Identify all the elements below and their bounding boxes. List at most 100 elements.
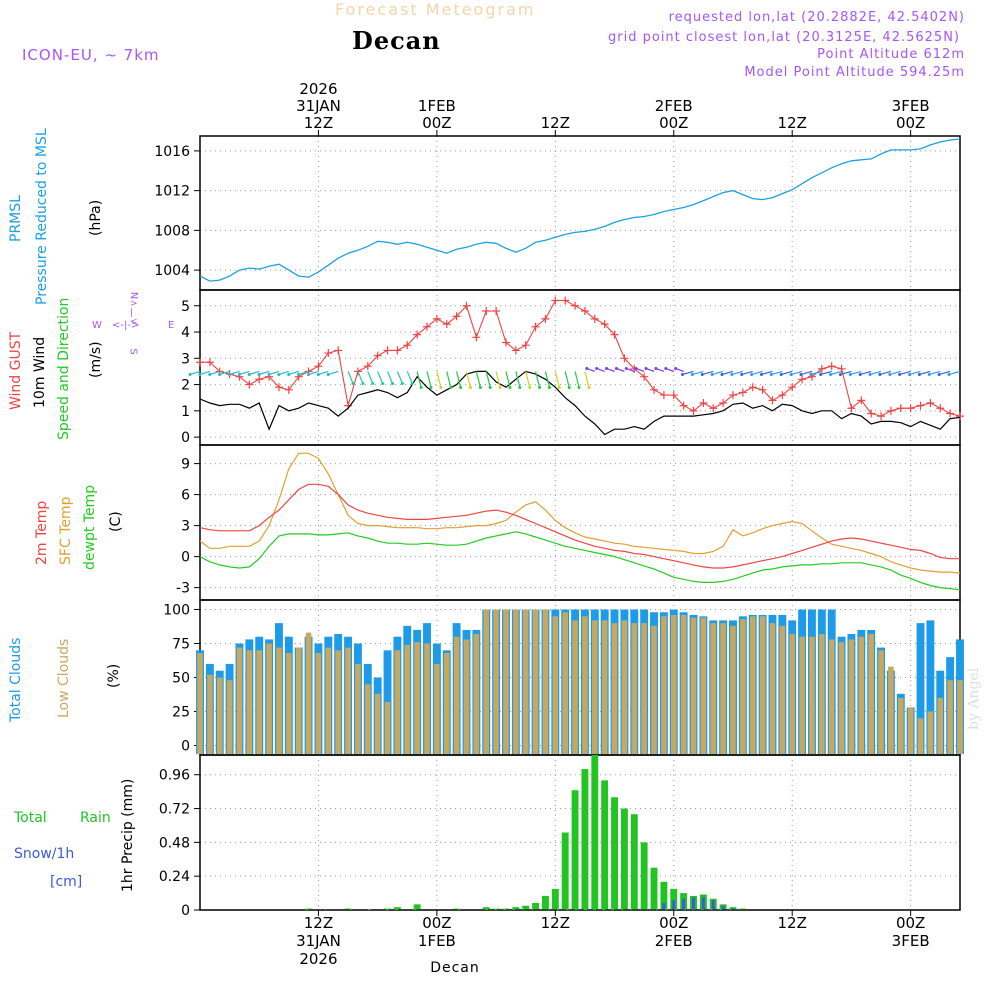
- low-cloud-bar: [503, 609, 509, 754]
- low-cloud-bar: [888, 666, 894, 754]
- gust-marker: [877, 412, 886, 421]
- wind-arrow-head: [237, 372, 241, 376]
- low-cloud-bar: [740, 619, 746, 754]
- wind-arrow: [564, 371, 570, 388]
- y-tick-label: 0.24: [159, 869, 190, 885]
- y-tick-label: 1: [181, 404, 190, 420]
- gust-marker: [679, 401, 688, 410]
- low-cloud-bar: [226, 680, 233, 754]
- y-tick-label: 1008: [154, 223, 190, 239]
- rain-bar: [413, 904, 421, 910]
- low-cloud-bar: [720, 623, 726, 754]
- wind-arrow: [800, 370, 813, 376]
- wind-arrow: [485, 371, 491, 388]
- wind-arrow: [948, 370, 961, 376]
- gust-marker: [452, 312, 461, 321]
- gust-marker: [738, 388, 747, 397]
- wind-arrow-head: [868, 372, 872, 376]
- rain-bar: [620, 808, 628, 910]
- footer-station: Decan: [430, 960, 480, 976]
- wind-arrow-head: [809, 372, 813, 376]
- gust-marker: [393, 346, 402, 355]
- wind-arrow: [386, 371, 394, 384]
- low-cloud-bar: [197, 653, 203, 754]
- low-cloud-bar: [848, 639, 855, 754]
- time-label-bottom: 12Z: [778, 914, 807, 932]
- wind-arrow-head: [277, 372, 281, 376]
- low-cloud-bar: [572, 620, 578, 754]
- time-label-top: 12Z: [541, 114, 570, 132]
- low-cloud-bar: [651, 625, 657, 754]
- wind-arrow-head: [287, 372, 291, 376]
- wind-arrow: [574, 371, 580, 388]
- time-label-top: 00Z: [659, 114, 688, 132]
- low-cloud-bar: [730, 625, 736, 754]
- wind-arrow-head: [391, 381, 395, 385]
- gust-marker: [363, 362, 372, 371]
- rain-bar: [482, 907, 490, 910]
- wind-arrow: [544, 371, 551, 388]
- y-tick-label: 2: [181, 378, 190, 394]
- time-label-bottom: 1FEB: [418, 932, 456, 950]
- snow-bar: [721, 905, 725, 910]
- low-cloud-bar: [631, 623, 638, 754]
- y-tick-label: 0: [181, 430, 190, 446]
- low-cloud-bar: [947, 680, 953, 754]
- wind-arrow: [426, 371, 432, 388]
- gust-marker: [620, 354, 629, 363]
- gust-marker: [798, 375, 807, 384]
- low-cloud-bar: [513, 609, 519, 754]
- rain-bar: [384, 908, 391, 910]
- wind-arrow: [584, 371, 590, 388]
- wind-arrow: [899, 370, 911, 376]
- wind-arrow: [702, 370, 714, 376]
- wind-arrow-head: [848, 372, 852, 376]
- wind-arrow-head: [547, 385, 551, 389]
- wind-arrow: [810, 370, 822, 376]
- wind-arrow: [456, 371, 462, 388]
- low-cloud-bar: [898, 697, 904, 754]
- gust-marker: [511, 346, 520, 355]
- wind-arrow-head: [306, 372, 310, 376]
- low-cloud-bar: [552, 616, 559, 754]
- wind-arrow-head: [267, 372, 271, 376]
- wind-arrow-head: [799, 372, 803, 376]
- y-tick-label: 100: [163, 603, 190, 619]
- wind-arrow: [820, 370, 832, 376]
- low-cloud-bar: [641, 623, 647, 754]
- low-cloud-bar: [453, 636, 460, 754]
- wind-arrow: [288, 370, 299, 376]
- wind-arrow-head: [888, 372, 892, 376]
- rain-bar: [660, 881, 668, 910]
- wind-arrow: [357, 371, 364, 384]
- wind-arrow: [278, 370, 290, 376]
- gust-marker: [462, 301, 471, 310]
- wind-arrow-head: [789, 372, 793, 376]
- grid-point-coords: grid point closest lon,lat (20.3125E, 42…: [608, 30, 960, 45]
- wind-arrow: [692, 370, 704, 376]
- gust-marker: [521, 341, 530, 350]
- y-tick-label: 6: [181, 488, 190, 504]
- time-label-bottom: 2026: [299, 950, 337, 968]
- y-tick-label: 0.96: [159, 768, 190, 784]
- wind-arrow: [258, 370, 270, 376]
- gust-marker: [531, 322, 540, 331]
- low-cloud-bar: [661, 616, 667, 754]
- wind-arrow: [416, 371, 422, 388]
- time-label-top: 2026: [299, 80, 337, 98]
- wind-arrow: [682, 370, 694, 376]
- wind-arrow: [711, 370, 724, 376]
- wind-arrow: [879, 370, 892, 376]
- snow-bar: [662, 902, 666, 910]
- gust-marker: [403, 341, 412, 350]
- gust-marker: [719, 398, 728, 407]
- low-cloud-bar: [434, 663, 440, 754]
- wind-arrow-head: [218, 372, 222, 376]
- low-cloud-bar: [276, 647, 282, 754]
- wind-arrow: [554, 371, 560, 388]
- time-label-bottom: 00Z: [896, 914, 925, 932]
- station-name: Decan: [352, 26, 441, 55]
- compass-arrow-h: <-|->: [112, 320, 140, 331]
- rain-bar: [512, 907, 520, 910]
